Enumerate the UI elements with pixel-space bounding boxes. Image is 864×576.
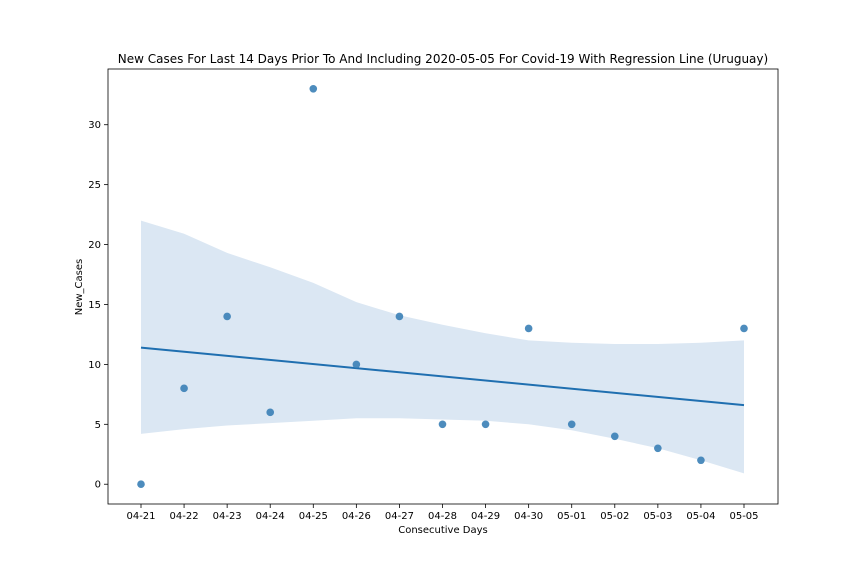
data-point-05-03 xyxy=(654,444,662,453)
x-tick-label: 04-21 xyxy=(126,511,155,522)
y-tick-label: 15 xyxy=(88,300,101,311)
confidence-band xyxy=(141,220,744,474)
data-point-05-01 xyxy=(567,420,576,429)
y-axis-label: New_Cases xyxy=(74,259,85,316)
data-point-04-29 xyxy=(481,420,490,429)
y-tick-label: 20 xyxy=(88,240,101,251)
x-tick-label: 04-24 xyxy=(256,511,285,522)
data-point-04-22 xyxy=(180,384,188,393)
y-axis: 0 5 10 15 20 25 30 xyxy=(88,120,108,491)
confidence-band-layer xyxy=(141,220,744,474)
x-tick-label: 04-23 xyxy=(213,511,242,522)
x-tick-label: 04-26 xyxy=(342,511,371,522)
x-tick-label: 05-02 xyxy=(600,511,629,522)
data-point-04-21 xyxy=(137,480,145,489)
x-tick-label: 05-03 xyxy=(643,511,672,522)
x-tick-label: 05-01 xyxy=(557,511,586,522)
data-point-04-24 xyxy=(266,408,275,417)
x-tick-label: 04-27 xyxy=(385,511,414,522)
y-tick-label: 10 xyxy=(88,360,101,371)
data-point-04-27 xyxy=(395,312,404,321)
data-point-05-05 xyxy=(740,324,748,333)
regression-line xyxy=(140,346,745,407)
data-point-04-28 xyxy=(438,420,447,429)
data-point-05-04 xyxy=(697,456,705,465)
chart-title: New Cases For Last 14 Days Prior To And … xyxy=(118,52,768,66)
x-axis: 04-21 04-22 04-23 04-24 04-25 04-26 04-27 04-28… xyxy=(126,504,759,522)
regression-layer xyxy=(140,346,745,407)
x-tick-label: 04-25 xyxy=(299,511,328,522)
y-tick-label: 5 xyxy=(95,420,101,431)
x-tick-label: 04-29 xyxy=(471,511,500,522)
x-tick-label: 05-05 xyxy=(729,511,758,522)
data-point-04-23 xyxy=(223,312,231,321)
data-point-04-26 xyxy=(352,360,361,369)
x-tick-label: 04-22 xyxy=(170,511,199,522)
data-point-04-30 xyxy=(524,324,533,333)
x-tick-label: 05-04 xyxy=(686,511,715,522)
data-point-04-25 xyxy=(309,84,318,93)
x-tick-label: 04-28 xyxy=(428,511,457,522)
points-layer xyxy=(137,84,748,489)
y-tick-label: 25 xyxy=(88,180,101,191)
x-axis-label: Consecutive Days xyxy=(398,525,488,536)
data-point-05-02 xyxy=(610,432,619,441)
y-tick-label: 30 xyxy=(88,120,101,131)
plot-frame xyxy=(107,68,779,505)
x-tick-label: 04-30 xyxy=(514,511,543,522)
y-tick-label: 0 xyxy=(95,480,101,491)
